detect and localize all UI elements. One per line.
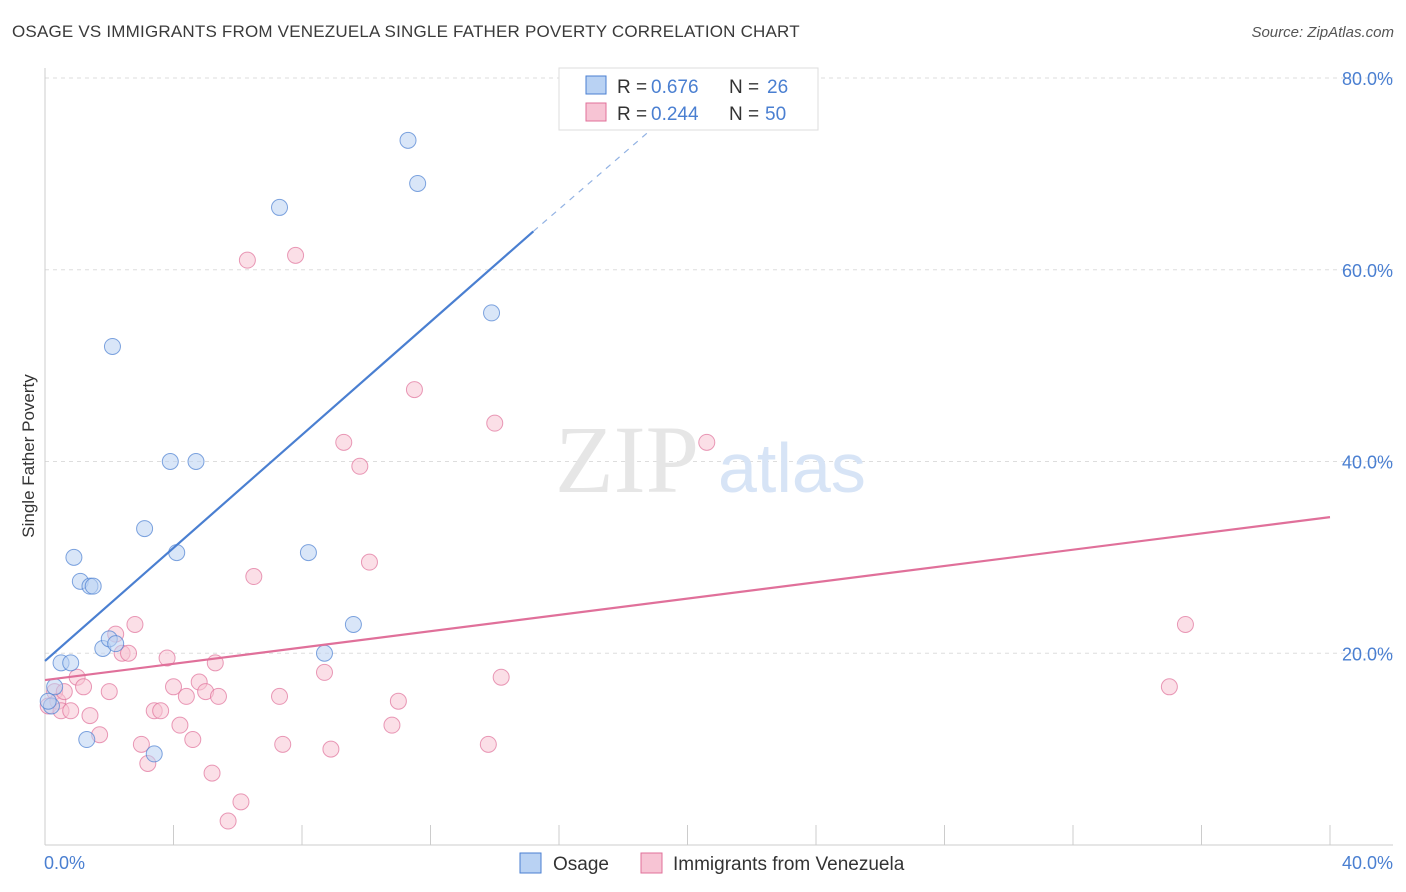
venezuela-point-20 <box>165 678 182 696</box>
venezuela-point-39 <box>351 457 369 475</box>
venezuela-point-5 <box>62 702 80 720</box>
venezuela-point-33 <box>271 687 289 705</box>
venezuela-point-31 <box>238 251 256 269</box>
venezuela-point-28 <box>209 687 227 705</box>
legend-r-value-venezuela: 0.244 <box>651 104 699 125</box>
osage-point-15 <box>161 453 179 470</box>
venezuela-point-29 <box>219 812 237 830</box>
legend-r-value-osage: 0.676 <box>651 77 699 98</box>
venezuela-point-7 <box>75 678 93 696</box>
venezuela-point-34 <box>274 735 292 753</box>
x-tick-label-max: 40.0% <box>1342 853 1393 873</box>
venezuela-point-21 <box>171 716 189 734</box>
bottom-legend: Osage Immigrants from Venezuela <box>519 852 905 875</box>
osage-point-16 <box>168 544 186 562</box>
y-tick-label-3: 80.0% <box>1342 69 1393 89</box>
venezuela-point-45 <box>479 735 497 753</box>
source-label: Source: ZipAtlas.com <box>1251 24 1394 41</box>
venezuela-point-37 <box>322 740 340 758</box>
y-tick-label-1: 40.0% <box>1342 453 1393 473</box>
venezuela-point-26 <box>203 764 221 782</box>
venezuela-point-14 <box>126 615 144 633</box>
venezuela-point-35 <box>287 246 305 264</box>
legend-n-value-venezuela: 50 <box>765 104 786 125</box>
legend-swatch-venezuela <box>585 102 607 122</box>
gridlines <box>44 68 1393 846</box>
x-axis-ticks <box>44 825 1331 845</box>
osage-point-6 <box>78 731 96 749</box>
venezuela-point-23 <box>184 731 202 749</box>
legend-r-label-osage: R = <box>617 77 647 98</box>
venezuela-point-18 <box>152 702 170 720</box>
bottom-legend-swatch-osage <box>519 852 542 874</box>
osage-point-12 <box>107 635 125 653</box>
osage-point-19 <box>299 544 317 562</box>
osage-point-4 <box>65 548 83 566</box>
osage-point-20 <box>344 615 362 633</box>
osage-trendline-extension <box>532 125 656 232</box>
osage-point-24 <box>483 304 501 322</box>
osage-point-21 <box>315 644 333 662</box>
series-osage-points <box>39 131 501 763</box>
bottom-legend-label-osage: Osage <box>553 854 609 875</box>
osage-point-17 <box>187 453 205 470</box>
osage-point-3 <box>62 654 80 672</box>
watermark-atlas: atlas <box>718 429 866 507</box>
venezuela-point-15 <box>132 735 150 753</box>
y-axis-tick-labels: 20.0% 40.0% 60.0% 80.0% <box>1342 69 1393 664</box>
y-tick-label-2: 60.0% <box>1342 261 1393 281</box>
osage-trendline <box>44 230 535 662</box>
venezuela-point-22 <box>177 687 195 705</box>
osage-point-22 <box>399 131 417 149</box>
venezuela-point-40 <box>360 553 378 571</box>
venezuela-point-8 <box>81 707 99 725</box>
legend-n-label-venezuela: N = <box>729 104 759 125</box>
venezuela-point-41 <box>383 716 401 734</box>
osage-point-18 <box>271 198 289 216</box>
legend-n-value-osage: 26 <box>767 77 788 98</box>
venezuela-point-38 <box>335 433 353 451</box>
venezuela-point-32 <box>245 568 263 586</box>
osage-point-8 <box>84 577 102 595</box>
venezuela-point-49 <box>1176 615 1194 633</box>
legend-r-label-venezuela: R = <box>617 104 647 125</box>
legend: R = 0.676 N = 26 R = 0.244 N = 50 <box>558 67 819 131</box>
venezuela-point-44 <box>486 414 504 432</box>
osage-point-23 <box>409 174 427 192</box>
venezuela-point-13 <box>120 644 138 662</box>
venezuela-point-46 <box>492 668 510 686</box>
venezuela-point-48 <box>1160 678 1178 696</box>
venezuela-point-19 <box>158 649 176 667</box>
bottom-legend-label-venezuela: Immigrants from Venezuela <box>673 854 905 875</box>
trendlines <box>44 125 1331 682</box>
legend-n-label-osage: N = <box>729 77 759 98</box>
x-tick-label-min: 0.0% <box>44 853 85 873</box>
venezuela-point-10 <box>100 683 118 701</box>
venezuela-point-43 <box>405 381 423 399</box>
chart-title: OSAGE VS IMMIGRANTS FROM VENEZUELA SINGL… <box>12 22 800 41</box>
osage-point-11 <box>103 337 121 355</box>
venezuela-trendline <box>44 516 1331 682</box>
venezuela-point-30 <box>232 793 250 811</box>
venezuela-point-47 <box>698 433 716 451</box>
osage-point-25 <box>39 692 57 710</box>
osage-point-14 <box>145 745 163 763</box>
osage-point-1 <box>46 678 64 696</box>
y-axis-label: Single Father Poverty <box>19 374 38 538</box>
series-venezuela-points <box>39 246 1194 830</box>
bottom-legend-swatch-venezuela <box>640 852 663 874</box>
venezuela-point-42 <box>389 692 407 710</box>
legend-swatch-osage <box>585 75 607 95</box>
watermark-zip: ZIP <box>555 406 699 513</box>
venezuela-point-36 <box>315 663 333 681</box>
osage-point-13 <box>136 520 154 538</box>
y-tick-label-0: 20.0% <box>1342 644 1393 664</box>
